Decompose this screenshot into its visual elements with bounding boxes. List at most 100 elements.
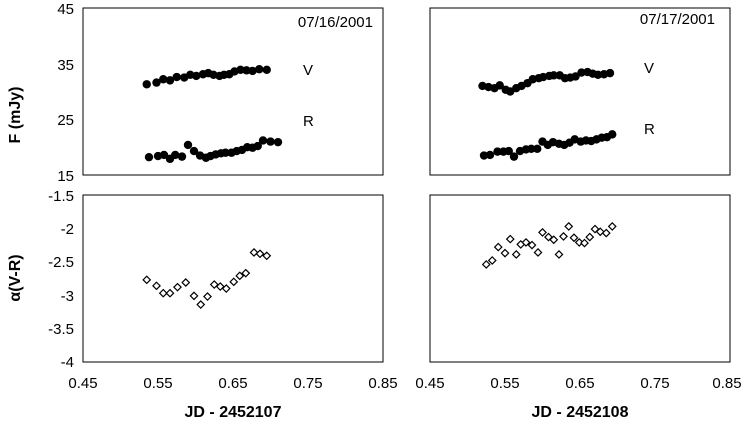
alpha-data-point xyxy=(569,233,579,243)
v-flux-data-point xyxy=(248,66,257,76)
alpha-data-point xyxy=(165,288,175,298)
r-flux-data-point xyxy=(221,148,230,157)
alpha-data-point xyxy=(538,227,547,237)
v-flux-data-point xyxy=(605,68,615,78)
alpha-data-point xyxy=(173,282,182,292)
alpha-data-point xyxy=(559,231,568,241)
alpha-data-point xyxy=(209,280,219,289)
r-flux-data-point xyxy=(527,144,536,154)
alpha-data-point xyxy=(249,247,259,257)
x-tick-label-night2: 0.45 xyxy=(415,375,444,392)
v-flux-data-point xyxy=(165,76,175,85)
alpha-panel-night2-frame xyxy=(429,194,731,363)
r-flux-data-point xyxy=(509,152,519,161)
alpha-data-point xyxy=(152,281,161,291)
r-flux-data-point xyxy=(504,146,513,156)
alpha-data-point xyxy=(158,288,168,298)
alpha-y-tick-label: -1.5 xyxy=(48,188,74,205)
r-flux-data-point xyxy=(144,152,154,162)
flux-y-tick-label: 45 xyxy=(57,1,74,18)
alpha-data-point xyxy=(235,271,245,281)
x-tick-label-night1: 0.45 xyxy=(68,375,97,392)
x-tick-label-night2: 0.85 xyxy=(712,375,741,392)
alpha-data-point xyxy=(181,278,191,287)
v-flux-data-point xyxy=(159,75,168,84)
x-tick-label-night1: 0.85 xyxy=(368,375,397,392)
alpha-data-point xyxy=(549,235,559,245)
flux-y-tick-label: 35 xyxy=(57,57,74,74)
alpha-y-axis-title: α(V-R) xyxy=(7,254,24,301)
x-tick-label-night1: 0.75 xyxy=(293,375,322,392)
alpha-data-point xyxy=(511,250,521,259)
r-flux-data-point xyxy=(608,130,617,139)
alpha-data-point xyxy=(481,260,491,269)
alpha-data-point xyxy=(196,300,206,310)
v-flux-data-point xyxy=(152,78,161,87)
alpha-data-point xyxy=(142,275,152,285)
alpha-data-point xyxy=(203,292,212,301)
v-flux-data-point xyxy=(142,80,151,89)
v-flux-data-point xyxy=(255,65,264,74)
alpha-panel-night1-frame xyxy=(82,194,384,363)
r-flux-data-point xyxy=(533,144,542,154)
alpha-data-point xyxy=(601,228,611,238)
v-flux-data-point xyxy=(549,71,558,80)
v-flux-data-point xyxy=(192,71,201,81)
alpha-data-point xyxy=(487,256,497,265)
r-flux-data-point xyxy=(273,137,283,147)
alpha-data-point xyxy=(585,232,595,242)
r-flux-data-point xyxy=(189,146,199,156)
date-label-night2: 07/17/2001 xyxy=(640,11,715,28)
r-flux-data-point xyxy=(159,150,169,160)
flux-y-tick-label: 15 xyxy=(57,168,74,185)
alpha-data-point xyxy=(580,238,589,248)
alpha-data-point xyxy=(493,242,503,252)
r-flux-data-point xyxy=(177,152,187,161)
series-label-v-night1: V xyxy=(303,62,313,79)
alpha-y-tick-label: -3.5 xyxy=(48,321,74,338)
alpha-data-point xyxy=(221,284,231,293)
alpha-data-point xyxy=(607,221,617,231)
series-label-v-night2: V xyxy=(644,60,654,77)
r-flux-data-point xyxy=(253,141,262,151)
alpha-data-point xyxy=(554,250,564,259)
r-flux-data-point xyxy=(183,140,193,150)
alpha-y-tick-label: -3 xyxy=(61,288,74,305)
series-label-r-night2: R xyxy=(644,121,655,138)
x-tick-label-night2: 0.75 xyxy=(640,375,669,392)
r-flux-data-point xyxy=(171,150,180,160)
alpha-data-point xyxy=(255,249,265,259)
alpha-data-point xyxy=(527,240,537,250)
series-label-r-night1: R xyxy=(303,113,314,130)
alpha-data-point xyxy=(241,268,251,278)
flux-y-tick-label: 25 xyxy=(57,112,74,129)
alpha-y-tick-label: -4 xyxy=(61,354,74,371)
x-tick-label-night2: 0.65 xyxy=(565,375,594,392)
alpha-data-point xyxy=(262,251,272,261)
x-tick-label-night1: 0.55 xyxy=(143,375,172,392)
x-axis-title-night1: JD - 2452107 xyxy=(185,404,282,421)
flux-panel-night2-frame xyxy=(429,7,731,176)
flux-panel-night1-frame xyxy=(82,7,384,176)
alpha-data-point xyxy=(229,277,239,287)
flux-y-axis-title: F (mJy) xyxy=(7,87,24,144)
alpha-data-point xyxy=(595,227,605,237)
date-label-night1: 07/16/2001 xyxy=(298,14,373,31)
r-flux-data-point xyxy=(258,136,268,145)
v-flux-data-point xyxy=(262,65,271,74)
alpha-y-tick-label: -2 xyxy=(61,221,74,238)
alpha-data-point xyxy=(500,248,510,258)
x-tick-label-night2: 0.55 xyxy=(490,375,519,392)
v-flux-data-point xyxy=(571,72,580,81)
v-flux-data-point xyxy=(495,81,504,90)
v-flux-data-point xyxy=(172,72,181,82)
alpha-data-point xyxy=(533,247,543,257)
alpha-data-point xyxy=(521,237,531,247)
alpha-data-point xyxy=(574,237,584,247)
alpha-data-point xyxy=(564,221,574,231)
alpha-data-point xyxy=(189,291,199,301)
r-flux-data-point xyxy=(493,147,502,156)
x-axis-title-night2: JD - 2452108 xyxy=(532,404,629,421)
alpha-y-tick-label: -2.5 xyxy=(48,254,74,271)
